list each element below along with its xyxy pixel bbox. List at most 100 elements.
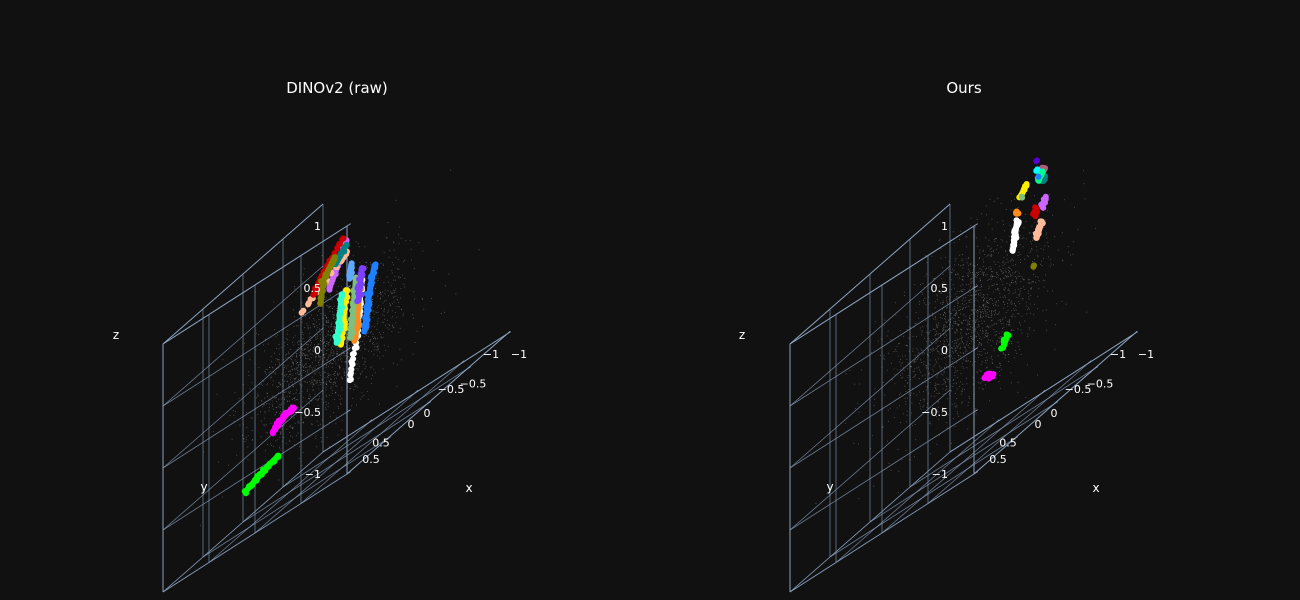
- cloud-point: [965, 258, 967, 260]
- cloud-point: [935, 361, 937, 363]
- cloud-point: [901, 355, 903, 357]
- cloud-point: [318, 359, 320, 361]
- cloud-point: [969, 318, 971, 319]
- cloud-point: [903, 295, 905, 296]
- cloud-point: [1019, 244, 1021, 246]
- cloud-point: [955, 258, 957, 260]
- cloud-point: [295, 392, 297, 394]
- cloud-point: [318, 355, 320, 357]
- cloud-point: [911, 402, 913, 404]
- cloud-point: [944, 341, 946, 343]
- cloud-point: [959, 343, 961, 345]
- floor-grid-line: [835, 422, 997, 563]
- cloud-point: [326, 380, 327, 382]
- scatter3d-plot-ours[interactable]: Ours −1−0.500.5−1−0.500.5−1−0.500.51 x y…: [650, 0, 1300, 600]
- cloud-point: [348, 341, 349, 342]
- cloud-point: [404, 259, 406, 261]
- cloud-point: [285, 428, 287, 430]
- cloud-point: [940, 367, 942, 369]
- cloud-point: [923, 405, 925, 407]
- cloud-point: [906, 344, 908, 346]
- cloud-point: [927, 349, 929, 351]
- cloud-point: [274, 396, 276, 398]
- cloud-point: [948, 378, 949, 380]
- cloud-point: [322, 355, 324, 357]
- series-3: [1038, 193, 1049, 211]
- data-point: [1009, 247, 1016, 254]
- cloud-point: [373, 313, 375, 315]
- cloud-point: [324, 377, 326, 379]
- cloud-point: [278, 386, 280, 387]
- cloud-point: [906, 359, 908, 360]
- cloud-point: [328, 357, 329, 359]
- cloud-point: [307, 374, 309, 376]
- z-tick-mark: [346, 471, 351, 475]
- x-tick-mark: [414, 389, 419, 394]
- cloud-point: [326, 343, 328, 345]
- cloud-point: [895, 302, 896, 304]
- cloud-point: [926, 389, 928, 391]
- cloud-point: [915, 322, 917, 324]
- cloud-point: [336, 353, 338, 355]
- cloud-point: [999, 278, 1001, 280]
- cloud-point: [905, 379, 907, 381]
- cloud-point: [367, 332, 369, 334]
- cloud-point: [282, 371, 284, 373]
- cloud-point: [959, 306, 961, 308]
- cloud-point: [939, 316, 941, 318]
- cloud-point: [324, 382, 326, 384]
- cloud-point: [321, 350, 323, 352]
- cloud-point: [991, 362, 993, 364]
- cloud-point: [934, 328, 936, 330]
- cloud-point: [985, 274, 987, 276]
- cloud-point: [890, 339, 892, 341]
- cloud-point: [979, 258, 981, 259]
- cloud-point: [1000, 246, 1002, 248]
- cloud-point: [1004, 296, 1006, 298]
- cloud-point: [1011, 259, 1013, 261]
- cloud-point: [298, 458, 300, 460]
- cloud-point: [304, 306, 306, 308]
- cloud-point: [400, 359, 402, 361]
- cloud-point: [371, 306, 373, 308]
- cloud-point: [958, 344, 960, 346]
- cloud-point: [317, 334, 319, 336]
- cloud-point: [356, 386, 358, 388]
- cloud-point: [905, 403, 907, 405]
- data-point: [321, 280, 328, 287]
- cloud-point: [941, 353, 943, 355]
- cloud-point: [991, 254, 993, 256]
- cloud-point: [285, 367, 287, 369]
- cloud-point: [304, 417, 306, 419]
- cloud-point: [1002, 317, 1004, 319]
- subplot-ours: Ours −1 −0.5 0 0.5 −1 −0.5 0 0.5 −1 −0.5 0 0.5 1 x y…: [650, 0, 1300, 600]
- cloud-point: [336, 298, 338, 300]
- cloud-point: [1048, 245, 1049, 247]
- cloud-point: [983, 337, 985, 339]
- cloud-point: [954, 367, 956, 369]
- cloud-point: [942, 388, 944, 390]
- cloud-point: [325, 320, 327, 322]
- cloud-point: [978, 344, 980, 346]
- cloud-point: [279, 392, 281, 394]
- cloud-point: [962, 267, 964, 269]
- cloud-point: [907, 368, 909, 370]
- cloud-point: [327, 366, 329, 367]
- cloud-point: [966, 357, 967, 359]
- cloud-point: [1012, 329, 1014, 331]
- cloud-point: [344, 361, 346, 362]
- cloud-point: [960, 346, 962, 348]
- cloud-point: [948, 269, 949, 271]
- scatter3d-plot-dinov2[interactable]: DINOv2 (raw) −1−0.500.5−1−0.500.5−1−0.50…: [0, 0, 650, 600]
- cloud-point: [364, 246, 366, 248]
- cloud-point: [251, 439, 253, 441]
- cloud-point: [377, 317, 379, 319]
- cloud-point: [973, 384, 975, 386]
- cloud-point: [335, 347, 337, 349]
- cloud-point: [994, 298, 996, 300]
- cloud-point: [244, 441, 246, 442]
- cloud-point: [978, 325, 980, 327]
- cloud-point: [1002, 268, 1004, 270]
- cloud-point: [286, 353, 287, 355]
- cloud-point: [380, 336, 382, 338]
